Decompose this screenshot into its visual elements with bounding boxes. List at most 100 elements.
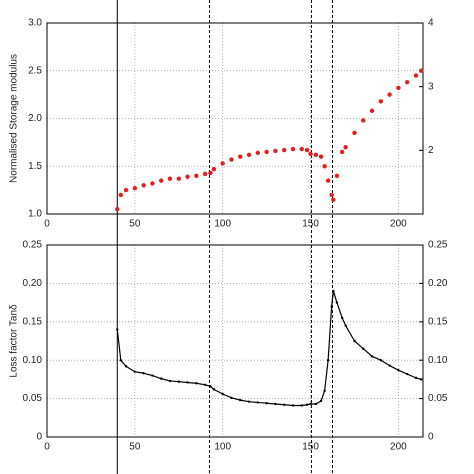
x-tick-label: 200 — [390, 219, 407, 230]
point — [133, 370, 137, 373]
y-tick-label: 2.5 — [28, 65, 42, 76]
point — [340, 316, 344, 320]
point — [291, 404, 295, 407]
point — [123, 187, 129, 193]
point — [151, 374, 154, 377]
point — [230, 396, 233, 400]
point — [274, 402, 277, 406]
x-tick-label: 50 — [129, 219, 141, 230]
y-axis-label: Normalised Storage modulus — [9, 54, 20, 183]
y2-tick-label: 2 — [428, 145, 434, 156]
point — [185, 174, 190, 179]
point — [304, 147, 310, 153]
point — [343, 144, 348, 150]
plot-frame — [46, 244, 424, 438]
point — [264, 149, 269, 155]
y2-tick-label: 0.15 — [428, 316, 448, 327]
point — [334, 173, 340, 178]
plot-frame — [46, 22, 424, 215]
point — [246, 152, 252, 157]
point — [209, 385, 212, 388]
point — [331, 197, 336, 202]
point — [229, 157, 234, 162]
point — [159, 178, 164, 183]
point — [314, 402, 318, 406]
y-tick-label: 2.0 — [28, 113, 42, 124]
point — [396, 85, 401, 91]
point — [387, 92, 392, 97]
y-tick-label: 3.0 — [28, 18, 42, 29]
point — [265, 402, 268, 405]
point — [308, 151, 313, 157]
point — [404, 80, 410, 85]
point — [124, 365, 128, 368]
point — [313, 152, 319, 157]
point — [142, 372, 145, 375]
point — [119, 359, 122, 362]
point — [299, 146, 304, 152]
point — [132, 186, 138, 191]
point — [256, 401, 260, 404]
point — [194, 173, 199, 178]
x-tick-label: 150 — [302, 219, 319, 230]
point — [352, 130, 357, 136]
point — [255, 150, 261, 156]
point — [195, 382, 198, 385]
point — [344, 324, 347, 327]
point — [208, 170, 213, 176]
point — [273, 148, 278, 154]
point — [282, 403, 286, 406]
x-tick-label: 100 — [214, 219, 231, 230]
point — [203, 383, 207, 386]
point — [325, 178, 331, 183]
point — [300, 404, 303, 407]
y2-tick-label: 4 — [428, 18, 434, 29]
x-tick-label: 50 — [129, 442, 141, 453]
point — [323, 389, 326, 393]
point — [238, 154, 243, 159]
y-tick-label: 1.0 — [28, 209, 42, 220]
point — [388, 364, 391, 367]
point — [116, 328, 119, 331]
point — [309, 402, 312, 406]
y-tick-label: 0.20 — [23, 278, 43, 289]
point — [160, 377, 163, 380]
point — [305, 403, 309, 406]
x-tick-label: 0 — [44, 442, 50, 453]
y2-tick-label: 0 — [428, 432, 434, 443]
point — [362, 347, 365, 350]
x-tick-label: 200 — [390, 442, 407, 453]
point — [319, 399, 323, 403]
point — [414, 376, 418, 380]
point — [361, 118, 366, 123]
point — [378, 99, 384, 104]
y-axis-label: Loss factor Tanδ — [9, 304, 20, 378]
point — [220, 161, 225, 166]
y-tick-label: 1.5 — [28, 161, 42, 172]
point — [221, 392, 224, 396]
point — [353, 339, 356, 343]
point — [330, 305, 333, 308]
point — [318, 154, 324, 159]
y-tick-label: 0.10 — [23, 355, 43, 366]
y-tick-label: 0 — [36, 432, 42, 443]
point — [335, 301, 339, 304]
point — [370, 355, 374, 358]
y2-tick-label: 0.05 — [428, 393, 448, 404]
y2-tick-label: 0.20 — [428, 278, 448, 289]
point — [247, 400, 251, 403]
point — [167, 176, 173, 181]
point — [115, 207, 120, 212]
point — [413, 73, 419, 78]
point — [118, 192, 123, 198]
point — [369, 108, 375, 114]
point — [186, 381, 189, 384]
point — [397, 368, 400, 372]
point — [405, 372, 409, 376]
point — [176, 176, 181, 181]
y2-tick-label: 0.25 — [428, 240, 448, 251]
point — [281, 147, 287, 153]
y-tick-label: 0.25 — [23, 240, 43, 251]
point — [326, 359, 330, 362]
